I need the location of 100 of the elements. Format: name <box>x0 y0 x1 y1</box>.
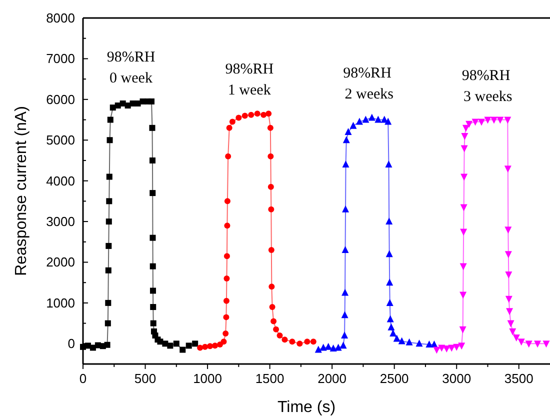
point <box>167 342 174 349</box>
point <box>542 340 550 348</box>
point <box>273 326 280 332</box>
point <box>340 342 347 349</box>
point <box>342 205 350 212</box>
point <box>223 298 230 304</box>
point <box>430 340 438 348</box>
point <box>289 338 296 345</box>
point <box>269 304 276 310</box>
point <box>150 320 156 326</box>
point <box>276 332 283 339</box>
point <box>148 98 154 104</box>
point <box>460 228 468 236</box>
annotation: 98%RH 0 week <box>106 49 156 86</box>
x-tick-label: 3000 <box>442 371 472 386</box>
point <box>330 344 337 352</box>
point <box>106 174 112 180</box>
point <box>496 116 504 124</box>
point <box>173 340 180 347</box>
point <box>150 288 156 294</box>
point <box>344 128 352 135</box>
point <box>242 112 248 119</box>
point <box>438 344 446 352</box>
y-tick-label: 2000 <box>46 254 75 270</box>
point <box>224 253 230 260</box>
point <box>426 340 433 348</box>
point <box>443 346 450 353</box>
point <box>384 118 392 125</box>
point <box>105 300 112 306</box>
point <box>478 118 486 126</box>
point <box>149 124 156 131</box>
y-tick-label: 3000 <box>46 214 75 230</box>
y-tick-label: 0 <box>68 336 75 352</box>
x-tick-label: 1000 <box>193 371 222 386</box>
point <box>268 247 274 254</box>
point <box>472 118 479 126</box>
point <box>509 328 516 336</box>
point <box>416 340 423 347</box>
y-tick-label: 4000 <box>46 173 75 188</box>
y-tick-label: 1000 <box>46 295 75 310</box>
point <box>507 320 514 328</box>
point <box>270 318 277 324</box>
point <box>504 166 512 173</box>
point <box>267 124 274 131</box>
point <box>310 338 316 345</box>
y-tick-label: 8000 <box>46 10 75 26</box>
x-axis-title: Time (s) <box>277 399 336 416</box>
point <box>398 337 406 344</box>
point <box>268 184 274 190</box>
point <box>406 338 413 346</box>
point <box>385 160 392 168</box>
point <box>260 112 267 118</box>
point <box>341 332 348 339</box>
point <box>362 116 370 123</box>
point <box>304 338 310 345</box>
point <box>150 234 156 241</box>
point <box>490 116 498 124</box>
point <box>433 346 440 354</box>
x-tick-label: 2500 <box>380 371 409 386</box>
x-tick-label: 3500 <box>504 371 534 386</box>
point <box>180 346 186 353</box>
point <box>460 145 468 152</box>
point <box>518 338 525 346</box>
point <box>223 314 230 320</box>
point <box>222 330 229 336</box>
point <box>268 206 274 212</box>
point <box>505 271 512 278</box>
point <box>386 298 394 306</box>
point <box>324 342 332 350</box>
point <box>525 340 532 348</box>
point <box>460 204 468 212</box>
point <box>460 263 467 270</box>
x-tick-label: 2000 <box>318 371 347 386</box>
point <box>462 124 470 132</box>
point <box>150 263 156 270</box>
y-tick-label: 5000 <box>46 132 75 148</box>
point <box>466 120 473 128</box>
point <box>266 110 272 117</box>
point <box>393 334 400 342</box>
point <box>104 320 111 326</box>
point <box>248 112 254 118</box>
point <box>504 226 512 234</box>
point <box>268 284 275 290</box>
annotation: 98%RH 3 weeks <box>460 68 512 105</box>
point <box>334 344 342 351</box>
point <box>458 342 466 350</box>
point <box>225 153 232 160</box>
point <box>386 278 394 286</box>
point <box>505 296 512 303</box>
point <box>105 267 112 274</box>
annotation: 98%RH 1 week <box>225 62 274 99</box>
point <box>342 246 349 254</box>
x-tick-label: 1500 <box>255 371 284 386</box>
point <box>224 276 230 282</box>
point <box>356 118 363 125</box>
point <box>314 346 322 353</box>
point <box>460 174 468 181</box>
point <box>342 136 350 144</box>
point <box>106 198 112 204</box>
point <box>220 338 227 345</box>
